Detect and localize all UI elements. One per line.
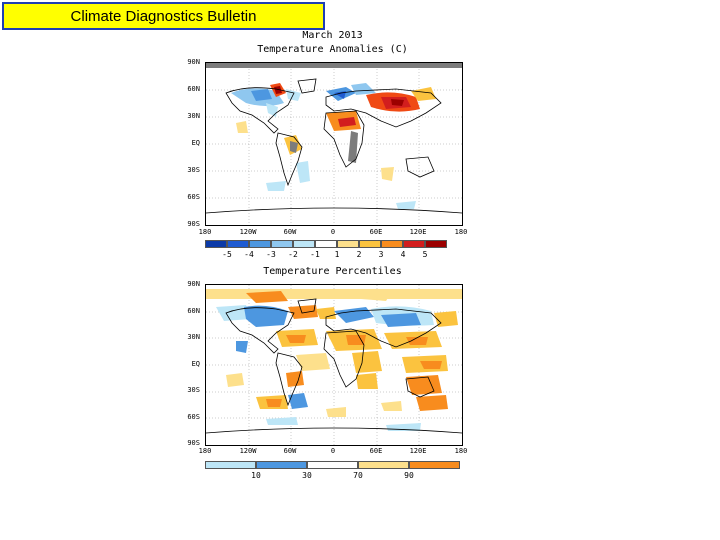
lon-label: 120W — [239, 447, 257, 455]
lon-label: 180 — [198, 447, 212, 455]
bulletin-title: Climate Diagnostics Bulletin — [70, 7, 257, 25]
lon-label: 60E — [369, 228, 383, 236]
lon-label: 180 — [198, 228, 212, 236]
colorbar-label: -5 — [222, 250, 232, 259]
lat-label: 90S — [187, 220, 200, 228]
lon-label: 0 — [330, 228, 336, 236]
colorbar-swatch — [425, 240, 447, 248]
lat-label: 60S — [187, 413, 200, 421]
colorbar-label: 5 — [422, 250, 428, 259]
lat-label: 90S — [187, 439, 200, 447]
colorbar-swatch — [307, 461, 358, 469]
lon-label: 0 — [330, 447, 336, 455]
colorbar-label: -1 — [310, 250, 320, 259]
colorbar-label: 2 — [356, 250, 362, 259]
colorbar-swatch — [358, 461, 409, 469]
arctic-no-data-band — [206, 63, 462, 68]
bulletin-title-banner: Climate Diagnostics Bulletin — [2, 2, 325, 30]
colorbar-label: 3 — [378, 250, 384, 259]
percentile-map-plot — [206, 285, 462, 445]
lon-label: 180 — [454, 228, 468, 236]
lat-label: 90N — [187, 58, 200, 66]
colorbar-swatch — [205, 240, 227, 248]
lat-label: 60S — [187, 193, 200, 201]
percentile-map-title: Temperature Percentiles — [263, 266, 402, 277]
anomaly-coastlines — [206, 78, 462, 214]
anomaly-map-plot — [206, 63, 462, 225]
lat-label: 30N — [187, 112, 200, 120]
figure-month-title: March 2013 — [302, 30, 363, 41]
lat-label: 30N — [187, 333, 200, 341]
percentile-coastlines — [206, 298, 462, 434]
lat-label: 30S — [187, 166, 200, 174]
percentile-map — [205, 284, 463, 446]
colorbar-swatch — [337, 240, 359, 248]
lon-label: 60W — [283, 447, 297, 455]
lat-label: EQ — [191, 360, 200, 368]
colorbar-swatch — [315, 240, 337, 248]
colorbar-label: -3 — [266, 250, 276, 259]
anomaly-map — [205, 62, 463, 226]
colorbar-label: -2 — [288, 250, 298, 259]
lon-label: 120W — [239, 228, 257, 236]
colorbar-swatch — [359, 240, 381, 248]
colorbar-swatch — [271, 240, 293, 248]
lon-label: 60E — [369, 447, 383, 455]
colorbar-label: 4 — [400, 250, 406, 259]
lat-label: 30S — [187, 386, 200, 394]
lon-label: 120E — [409, 447, 427, 455]
colorbar-label: 70 — [353, 471, 363, 480]
colorbar-swatch — [409, 461, 460, 469]
lat-label: 60N — [187, 307, 200, 315]
lat-label: 60N — [187, 85, 200, 93]
lon-label: 60W — [283, 228, 297, 236]
colorbar-swatch — [249, 240, 271, 248]
anomaly-map-title: Temperature Anomalies (C) — [257, 44, 408, 55]
lat-label: 90N — [187, 280, 200, 288]
colorbar-swatch — [293, 240, 315, 248]
colorbar-label: 90 — [404, 471, 414, 480]
colorbar-label: 10 — [251, 471, 261, 480]
colorbar-label: 1 — [334, 250, 340, 259]
colorbar-swatch — [227, 240, 249, 248]
colorbar-swatch — [403, 240, 425, 248]
colorbar-swatch — [205, 461, 256, 469]
lat-label: EQ — [191, 139, 200, 147]
lon-label: 180 — [454, 447, 468, 455]
anomaly-patches — [231, 83, 436, 209]
colorbar-label: -4 — [244, 250, 254, 259]
anomaly-gridlines — [206, 63, 462, 225]
lon-label: 120E — [409, 228, 427, 236]
colorbar-swatch — [256, 461, 307, 469]
colorbar-swatch — [381, 240, 403, 248]
colorbar-label: 30 — [302, 471, 312, 480]
